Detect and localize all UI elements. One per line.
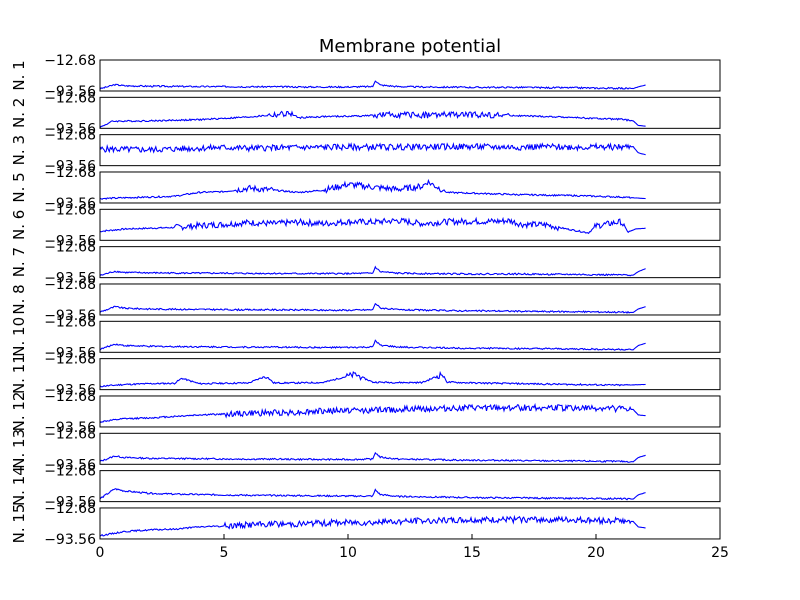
y-tick-bottom: −93.56 <box>44 345 96 361</box>
y-tick-bottom: −93.56 <box>44 159 96 175</box>
subplot-1: −12.68 −93.56 N. 1 <box>10 53 721 100</box>
y-tick-bottom: −93.56 <box>44 308 96 324</box>
y-tick-bottom: −93.56 <box>44 233 96 249</box>
series-label: N. 5 <box>10 172 28 202</box>
series-label: N. 15 <box>10 504 28 544</box>
y-tick-top: −12.68 <box>44 53 96 69</box>
y-tick-top: −12.68 <box>44 277 96 293</box>
subplot-8: −12.68 −93.56 N. 10 <box>10 314 721 361</box>
y-tick-top: −12.68 <box>44 314 96 330</box>
trace-10 <box>99 402 646 423</box>
series-label: N. 6 <box>10 210 28 240</box>
panel-frame <box>99 246 721 279</box>
x-tick-label: 15 <box>463 545 481 561</box>
trace-7 <box>99 302 646 314</box>
y-tick-bottom: −93.56 <box>44 532 96 548</box>
y-tick-bottom: −93.56 <box>44 420 96 436</box>
trace-2 <box>99 110 646 129</box>
panel-frame <box>99 134 721 167</box>
y-tick-top: −12.68 <box>44 202 96 218</box>
panel-frame <box>99 171 721 204</box>
chart-title: Membrane potential <box>319 36 501 57</box>
series-label: N. 7 <box>10 247 28 277</box>
subplot-3: −12.68 −93.56 N. 3 <box>10 128 721 175</box>
trace-4 <box>99 178 646 200</box>
subplot-11: −12.68 −93.56 N. 13 <box>10 426 721 473</box>
series-label: N. 10 <box>10 317 28 357</box>
subplot-4: −12.68 −93.56 N. 5 <box>10 165 721 212</box>
series-label: N. 1 <box>10 60 28 90</box>
panel-frame <box>99 59 721 92</box>
trace-8 <box>99 339 646 351</box>
panel-frame <box>99 395 721 428</box>
x-tick-label: 10 <box>339 545 357 561</box>
y-tick-top: −12.68 <box>44 352 96 368</box>
subplot-panels: −12.68−93.56N. 1−12.68−93.56N. 2−12.68−9… <box>10 53 721 548</box>
panel-frame <box>99 96 721 129</box>
x-tick-label: 0 <box>96 545 105 561</box>
trace-1 <box>99 80 646 90</box>
panel-frame <box>99 358 721 391</box>
subplot-13: −12.68 −93.56 N. 15 <box>10 501 721 548</box>
subplot-12: −12.68 −93.56 N. 14 <box>10 464 721 511</box>
series-label: N. 11 <box>10 354 28 394</box>
panel-frame <box>99 470 721 503</box>
subplot-5: −12.68 −93.56 N. 6 <box>10 202 721 249</box>
y-tick-top: −12.68 <box>44 464 96 480</box>
y-tick-bottom: −93.56 <box>44 271 96 287</box>
trace-3 <box>99 141 646 156</box>
subplot-9: −12.68 −93.56 N. 11 <box>10 352 721 399</box>
trace-6 <box>99 265 646 277</box>
y-tick-bottom: −93.56 <box>44 495 96 511</box>
series-label: N. 2 <box>10 98 28 128</box>
panel-frame <box>99 507 721 540</box>
trace-5 <box>99 216 646 235</box>
series-label: N. 3 <box>10 135 28 165</box>
y-tick-top: −12.68 <box>44 165 96 181</box>
y-tick-bottom: −93.56 <box>44 196 96 212</box>
x-axis: 0 5 10 15 20 25 <box>96 533 729 561</box>
y-tick-top: −12.68 <box>44 501 96 517</box>
series-label: N. 13 <box>10 429 28 469</box>
y-tick-top: −12.68 <box>44 426 96 442</box>
y-tick-bottom: −93.56 <box>44 383 96 399</box>
x-tick-label: 5 <box>220 545 229 561</box>
subplot-10: −12.68 −93.56 N. 12 <box>10 389 721 436</box>
y-tick-bottom: −93.56 <box>44 121 96 137</box>
panel-frame <box>99 432 721 465</box>
panel-frame <box>99 283 721 316</box>
y-tick-top: −12.68 <box>44 90 96 106</box>
trace-12 <box>99 487 646 501</box>
series-label: N. 12 <box>10 392 28 432</box>
y-tick-bottom: −93.56 <box>44 84 96 100</box>
series-label: N. 14 <box>10 466 28 506</box>
trace-13 <box>99 514 646 537</box>
y-tick-top: −12.68 <box>44 240 96 256</box>
series-label: N. 8 <box>10 284 28 314</box>
panel-frame <box>99 320 721 353</box>
y-tick-bottom: −93.56 <box>44 457 96 473</box>
subplot-2: −12.68 −93.56 N. 2 <box>10 90 721 137</box>
y-tick-top: −12.68 <box>44 128 96 144</box>
panel-frame <box>99 208 721 241</box>
y-tick-top: −12.68 <box>44 389 96 405</box>
x-tick-label: 20 <box>587 545 605 561</box>
subplot-6: −12.68 −93.56 N. 7 <box>10 240 721 287</box>
subplot-7: −12.68 −93.56 N. 8 <box>10 277 721 324</box>
trace-11 <box>99 451 646 463</box>
trace-9 <box>99 370 646 388</box>
x-tick-label: 25 <box>711 545 729 561</box>
